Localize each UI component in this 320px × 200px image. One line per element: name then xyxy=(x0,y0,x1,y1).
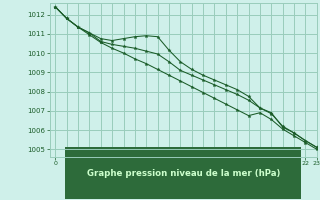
X-axis label: Graphe pression niveau de la mer (hPa): Graphe pression niveau de la mer (hPa) xyxy=(86,169,280,178)
